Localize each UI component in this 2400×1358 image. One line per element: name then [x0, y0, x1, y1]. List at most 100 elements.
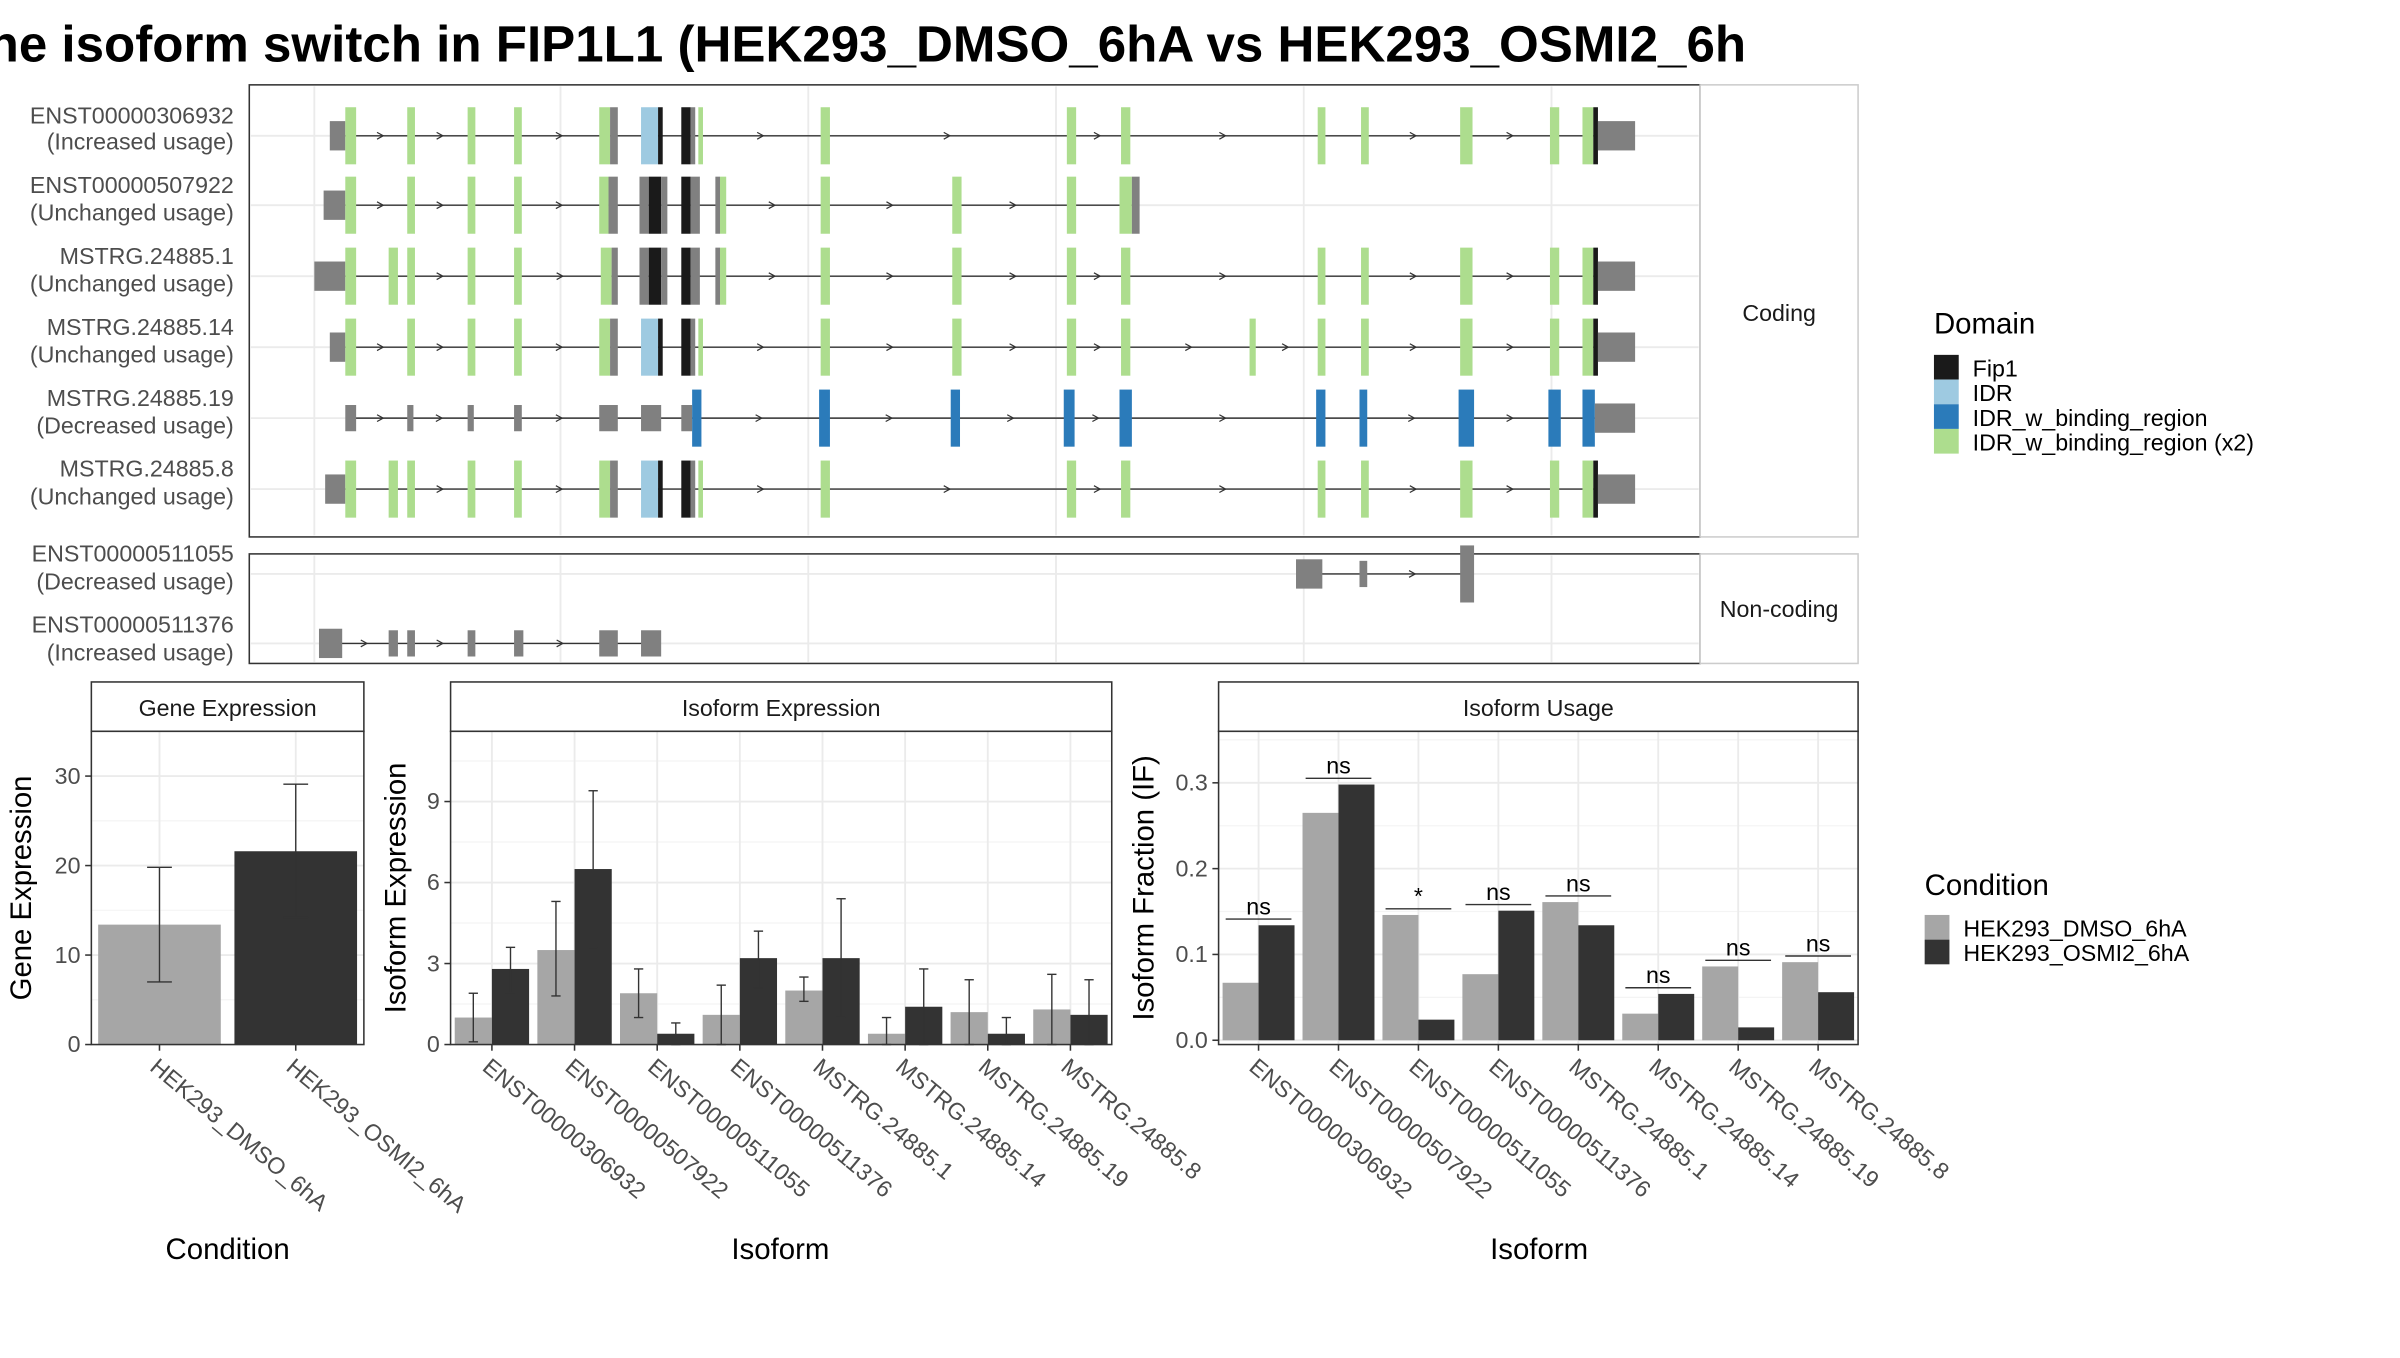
- strand-arrow: [1006, 414, 1015, 423]
- exon: [1316, 389, 1326, 447]
- strand-arrow: [1281, 343, 1290, 352]
- significance-label: *: [1414, 883, 1423, 909]
- strand-arrow: [756, 485, 765, 494]
- bar: [1302, 812, 1339, 1041]
- transcript-usage-label: (Increased usage): [47, 129, 234, 155]
- strand-arrow: [1407, 414, 1416, 423]
- strand-arrow: [555, 485, 564, 494]
- exon: [681, 107, 691, 165]
- exon: [467, 247, 476, 305]
- y-tick-label: 0.0: [1175, 1027, 1207, 1053]
- bar: [1338, 784, 1375, 1041]
- transcript-track: [345, 389, 1636, 447]
- strand-arrow: [1093, 272, 1102, 281]
- exon: [1119, 176, 1132, 234]
- transcript-name-label: MSTRG.24885.8: [60, 456, 234, 482]
- bar: [1462, 974, 1499, 1041]
- bar: [1702, 966, 1739, 1041]
- exon: [639, 176, 649, 234]
- strand-arrow: [436, 639, 445, 648]
- strand-arrow: [436, 131, 445, 140]
- exon: [599, 405, 618, 432]
- strand-arrow: [1506, 414, 1515, 423]
- significance-label: ns: [1486, 879, 1511, 905]
- strand-arrow: [1409, 485, 1418, 494]
- strand-arrow: [1408, 570, 1417, 578]
- legend-label-idr: IDR: [1973, 380, 2013, 406]
- exon: [345, 176, 357, 234]
- strand-arrow: [556, 272, 565, 281]
- exon: [1460, 460, 1473, 518]
- panel-border: [449, 730, 1113, 1046]
- exon: [1548, 389, 1561, 447]
- exon: [681, 405, 693, 432]
- bar: [1258, 925, 1295, 1041]
- exon: [329, 121, 346, 151]
- x-tick-label: MSTRG.24885.1: [1564, 1053, 1714, 1184]
- exon: [639, 247, 649, 305]
- strand-arrow: [555, 201, 564, 210]
- exon: [1359, 389, 1368, 447]
- condition-legend-title: Condition: [1925, 869, 2049, 902]
- panel-title: Isoform Expression: [682, 695, 881, 721]
- exon: [514, 107, 522, 165]
- exon: [720, 247, 727, 305]
- domain-legend: Domain Fip1 IDR IDR_w_binding_region IDR…: [1933, 307, 2254, 456]
- strand-arrow: [1506, 485, 1515, 494]
- exon: [1317, 247, 1326, 305]
- significance-label: ns: [1326, 753, 1351, 779]
- strand-arrow: [943, 131, 952, 140]
- exon: [690, 176, 700, 234]
- y-tick-label: 0: [427, 1031, 440, 1057]
- coding-panel-frame: [248, 84, 1701, 538]
- transcript-usage-label: (Increased usage): [47, 639, 234, 665]
- bar: [1622, 1013, 1659, 1041]
- panel-border: [90, 730, 365, 1046]
- strand-arrow: [555, 414, 564, 423]
- strand-arrow: [885, 414, 894, 423]
- exon: [1593, 247, 1598, 305]
- exon: [1121, 318, 1131, 376]
- condition-legend: Condition HEK293_DMSO_6hA HEK293_OSMI2_6…: [1924, 869, 2190, 966]
- strand-arrow: [1506, 131, 1515, 140]
- exon: [690, 318, 696, 376]
- x-axis-title: Isoform: [731, 1233, 829, 1266]
- bar: [1382, 914, 1419, 1041]
- exon: [952, 247, 962, 305]
- exon: [318, 628, 343, 659]
- legend-label-idr-binding: IDR_w_binding_region: [1973, 405, 2208, 431]
- significance-label: ns: [1246, 894, 1271, 920]
- exon: [641, 460, 659, 518]
- exon: [610, 318, 618, 376]
- y-tick-label: 0.2: [1175, 855, 1207, 881]
- exon: [1460, 247, 1473, 305]
- strand-arrow: [1009, 201, 1018, 210]
- y-tick-label: 6: [427, 869, 440, 895]
- exon: [407, 107, 415, 165]
- strand-arrow: [886, 343, 894, 352]
- y-tick-label: 0.1: [1175, 941, 1207, 967]
- transcript-usage-label: (Unchanged usage): [30, 484, 234, 510]
- y-axis-title: Isoform Fraction (IF): [1128, 755, 1161, 1020]
- y-tick-label: 30: [55, 763, 81, 789]
- strand-arrow: [1093, 485, 1102, 494]
- y-tick-label: 20: [55, 852, 81, 878]
- figure-title: ne isoform switch in FIP1L1 (HEK293_DMSO…: [0, 16, 1746, 73]
- exon: [1460, 107, 1473, 165]
- strand-arrow: [768, 272, 777, 281]
- strand-arrow: [1219, 272, 1227, 281]
- exon: [681, 247, 691, 305]
- transcript-structure-panel: Coding Non-coding ENST00000306932(Increa…: [30, 84, 1859, 665]
- bar: [1542, 902, 1579, 1041]
- exon: [698, 107, 703, 165]
- exon: [690, 107, 696, 165]
- noncoding-panel-frame: [248, 553, 1701, 665]
- legend-label-osmi: HEK293_OSMI2_6hA: [1963, 940, 2189, 966]
- coding-strip-label: Coding: [1742, 300, 1816, 326]
- y-axis-title: Isoform Expression: [380, 763, 413, 1014]
- exon: [388, 630, 398, 657]
- strand-arrow: [1409, 343, 1418, 352]
- legend-label-idr-binding-x2: IDR_w_binding_region (x2): [1973, 430, 2254, 456]
- exon: [1593, 107, 1598, 165]
- x-tick-label: MSTRG.24885.1: [808, 1053, 958, 1184]
